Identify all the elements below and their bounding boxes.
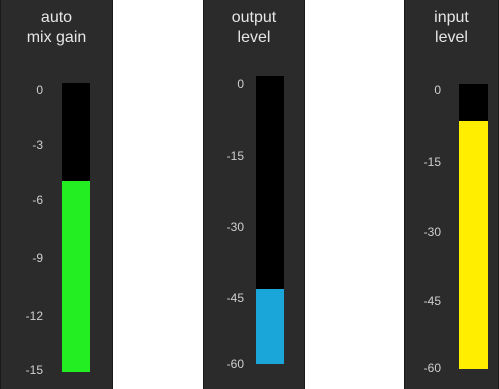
tick-label: -15 bbox=[25, 363, 43, 377]
tick-label: -12 bbox=[25, 309, 43, 323]
meter-title: output level bbox=[204, 8, 304, 48]
meter-fill bbox=[459, 121, 488, 369]
tick-label: -6 bbox=[32, 193, 43, 207]
input-level-meter-panel: input level 0 -15 -30 -45 -60 bbox=[404, 0, 499, 389]
tick-label: -60 bbox=[226, 357, 244, 371]
tick-label: 0 bbox=[434, 83, 441, 97]
meter-title-line-1: output bbox=[231, 9, 277, 26]
output-level-meter-panel: output level 0 -15 -30 -45 -60 bbox=[203, 0, 305, 389]
tick-label: -60 bbox=[423, 361, 441, 375]
meter-title-line-1: input bbox=[434, 9, 469, 26]
meter-title-line-2: mix gain bbox=[26, 29, 87, 46]
tick-label: 0 bbox=[237, 77, 244, 91]
meter-fill bbox=[62, 181, 90, 372]
meter-track bbox=[256, 76, 284, 364]
tick-label: -15 bbox=[423, 155, 441, 169]
meter-title-line-1: auto bbox=[40, 9, 73, 26]
tick-label: -45 bbox=[423, 294, 441, 308]
meter-track bbox=[62, 83, 90, 372]
tick-label: -30 bbox=[226, 220, 244, 234]
meter-title-line-2: level bbox=[435, 29, 468, 46]
tick-label: -3 bbox=[32, 138, 43, 152]
tick-label: -45 bbox=[226, 291, 244, 305]
meter-track bbox=[459, 84, 488, 369]
meter-title: auto mix gain bbox=[1, 8, 112, 48]
meter-fill bbox=[256, 289, 284, 364]
tick-label: -30 bbox=[423, 225, 441, 239]
meter-title-line-2: level bbox=[237, 29, 271, 46]
meter-title: input level bbox=[405, 8, 498, 48]
tick-label: -15 bbox=[226, 149, 244, 163]
tick-label: -9 bbox=[32, 251, 43, 265]
auto-mix-gain-meter-panel: auto mix gain 0 -3 -6 -9 -12 -15 bbox=[0, 0, 113, 389]
tick-label: 0 bbox=[36, 83, 43, 97]
